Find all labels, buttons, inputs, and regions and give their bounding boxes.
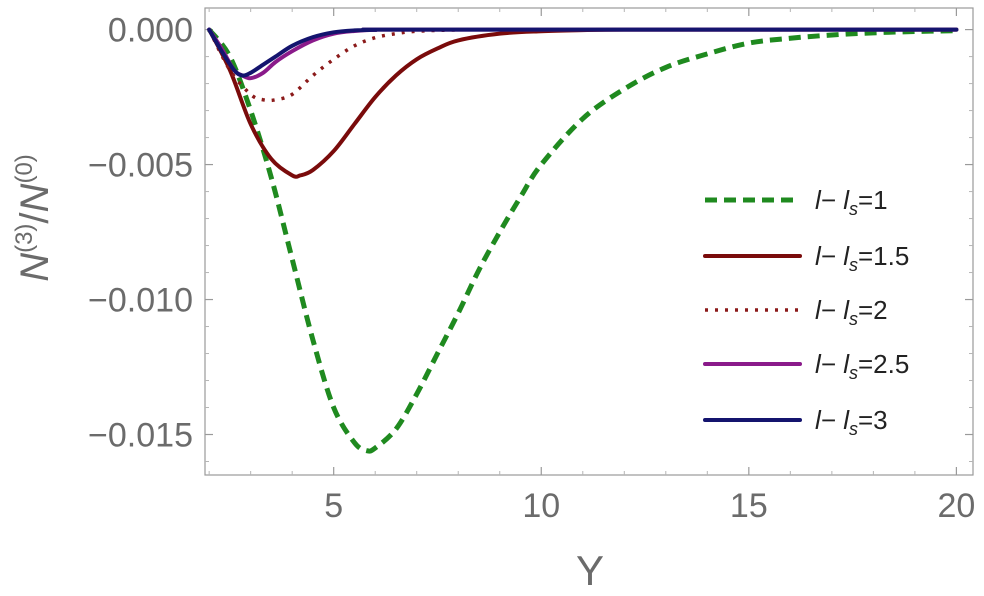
- y-tick-label: −0.010: [88, 282, 193, 320]
- x-tick-label: 5: [324, 487, 343, 525]
- legend-label: l− ls=1.5: [815, 241, 909, 275]
- y-tick-label: −0.015: [88, 417, 193, 455]
- legend-label: l− ls=3: [815, 405, 888, 439]
- y-axis-title: N(3)/N(0): [11, 154, 57, 282]
- series-line-4: [207, 27, 959, 78]
- series-line-1: [207, 27, 959, 179]
- x-ticks: 5 10 15 20: [208, 8, 975, 525]
- y-ticks: 0.000 −0.005 −0.010 −0.015: [88, 12, 973, 463]
- y-title-n1: N: [13, 253, 57, 282]
- series-line-0: [207, 27, 957, 454]
- x-tick-label: 20: [937, 487, 975, 525]
- plot-frame: [204, 7, 974, 476]
- plot-border: [204, 7, 974, 476]
- series-line-2: [207, 27, 957, 103]
- series-line-3: [207, 27, 959, 81]
- y-tick-label: 0.000: [108, 12, 193, 50]
- series-lines: [207, 27, 959, 454]
- y-title-sep: /: [13, 212, 57, 224]
- y-title-sup1: (3): [11, 224, 38, 253]
- y-title-n2: N: [13, 183, 57, 212]
- x-axis-title: Y: [576, 547, 604, 594]
- y-tick-label: −0.005: [88, 147, 193, 185]
- y-title-sup2: (0): [11, 154, 38, 183]
- legend: l− ls=1 l− ls=1.5 l− ls=2 l− ls=2.5 l− ls=3: [703, 185, 909, 439]
- x-tick-label: 10: [522, 487, 560, 525]
- legend-label: l− ls=2: [815, 295, 888, 329]
- legend-label: l− ls=2.5: [815, 349, 909, 383]
- x-tick-label: 15: [730, 487, 768, 525]
- legend-label: l− ls=1: [815, 185, 888, 219]
